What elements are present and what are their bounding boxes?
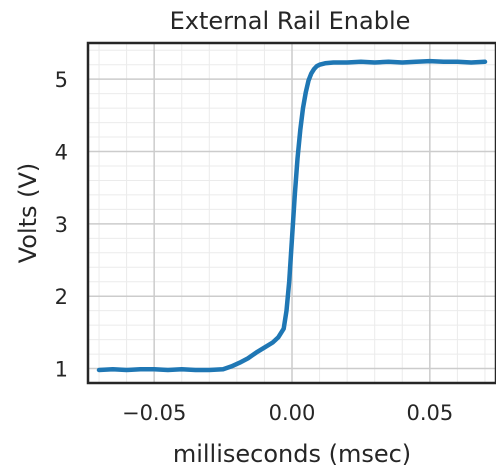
x-tick-label: −0.05 [122, 401, 186, 425]
y-tick-label: 2 [55, 285, 68, 309]
x-axis-label: milliseconds (msec) [173, 440, 411, 468]
chart-title: External Rail Enable [170, 7, 411, 35]
x-tick-label: 0.05 [406, 401, 453, 425]
y-tick-label: 3 [55, 213, 68, 237]
plot-frame [86, 41, 496, 385]
y-tick-label: 1 [55, 358, 68, 382]
y-axis-label: Volts (V) [14, 163, 42, 264]
x-tick-label: 0.00 [269, 401, 316, 425]
y-tick-label: 4 [55, 141, 68, 165]
y-tick-labels: 1 2 3 4 5 [55, 68, 68, 381]
y-tick-label: 5 [55, 68, 68, 92]
plot-area [96, 58, 488, 373]
series-line-0 [96, 58, 488, 373]
x-tick-labels: −0.05 0.00 0.05 [122, 401, 453, 425]
